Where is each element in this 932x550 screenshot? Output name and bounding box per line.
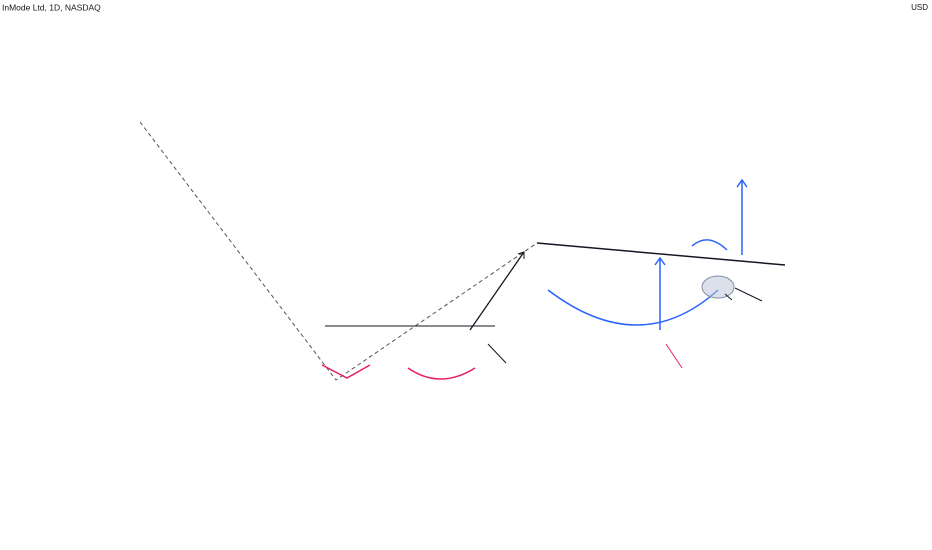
arrow-head bbox=[517, 251, 525, 259]
pointer-arrow bbox=[734, 287, 763, 302]
symbol-title: InMode Ltd, 1D, NASDAQ bbox=[2, 2, 101, 12]
eve-arc bbox=[407, 367, 476, 380]
retest-arrow bbox=[691, 239, 728, 251]
arrow-head bbox=[654, 256, 666, 266]
neckline-line bbox=[536, 242, 786, 266]
adam-mark bbox=[321, 364, 371, 379]
arrow-head bbox=[736, 178, 748, 188]
handle-ellipse bbox=[701, 275, 735, 299]
abc-pattern-line bbox=[139, 121, 538, 381]
cup-arc bbox=[547, 289, 719, 326]
pointer-arrow bbox=[665, 343, 683, 369]
pointer-arrow bbox=[724, 293, 733, 301]
pointer-arrow bbox=[487, 343, 507, 364]
currency-label: USD bbox=[911, 3, 928, 12]
uptrend-arrow bbox=[469, 251, 525, 331]
